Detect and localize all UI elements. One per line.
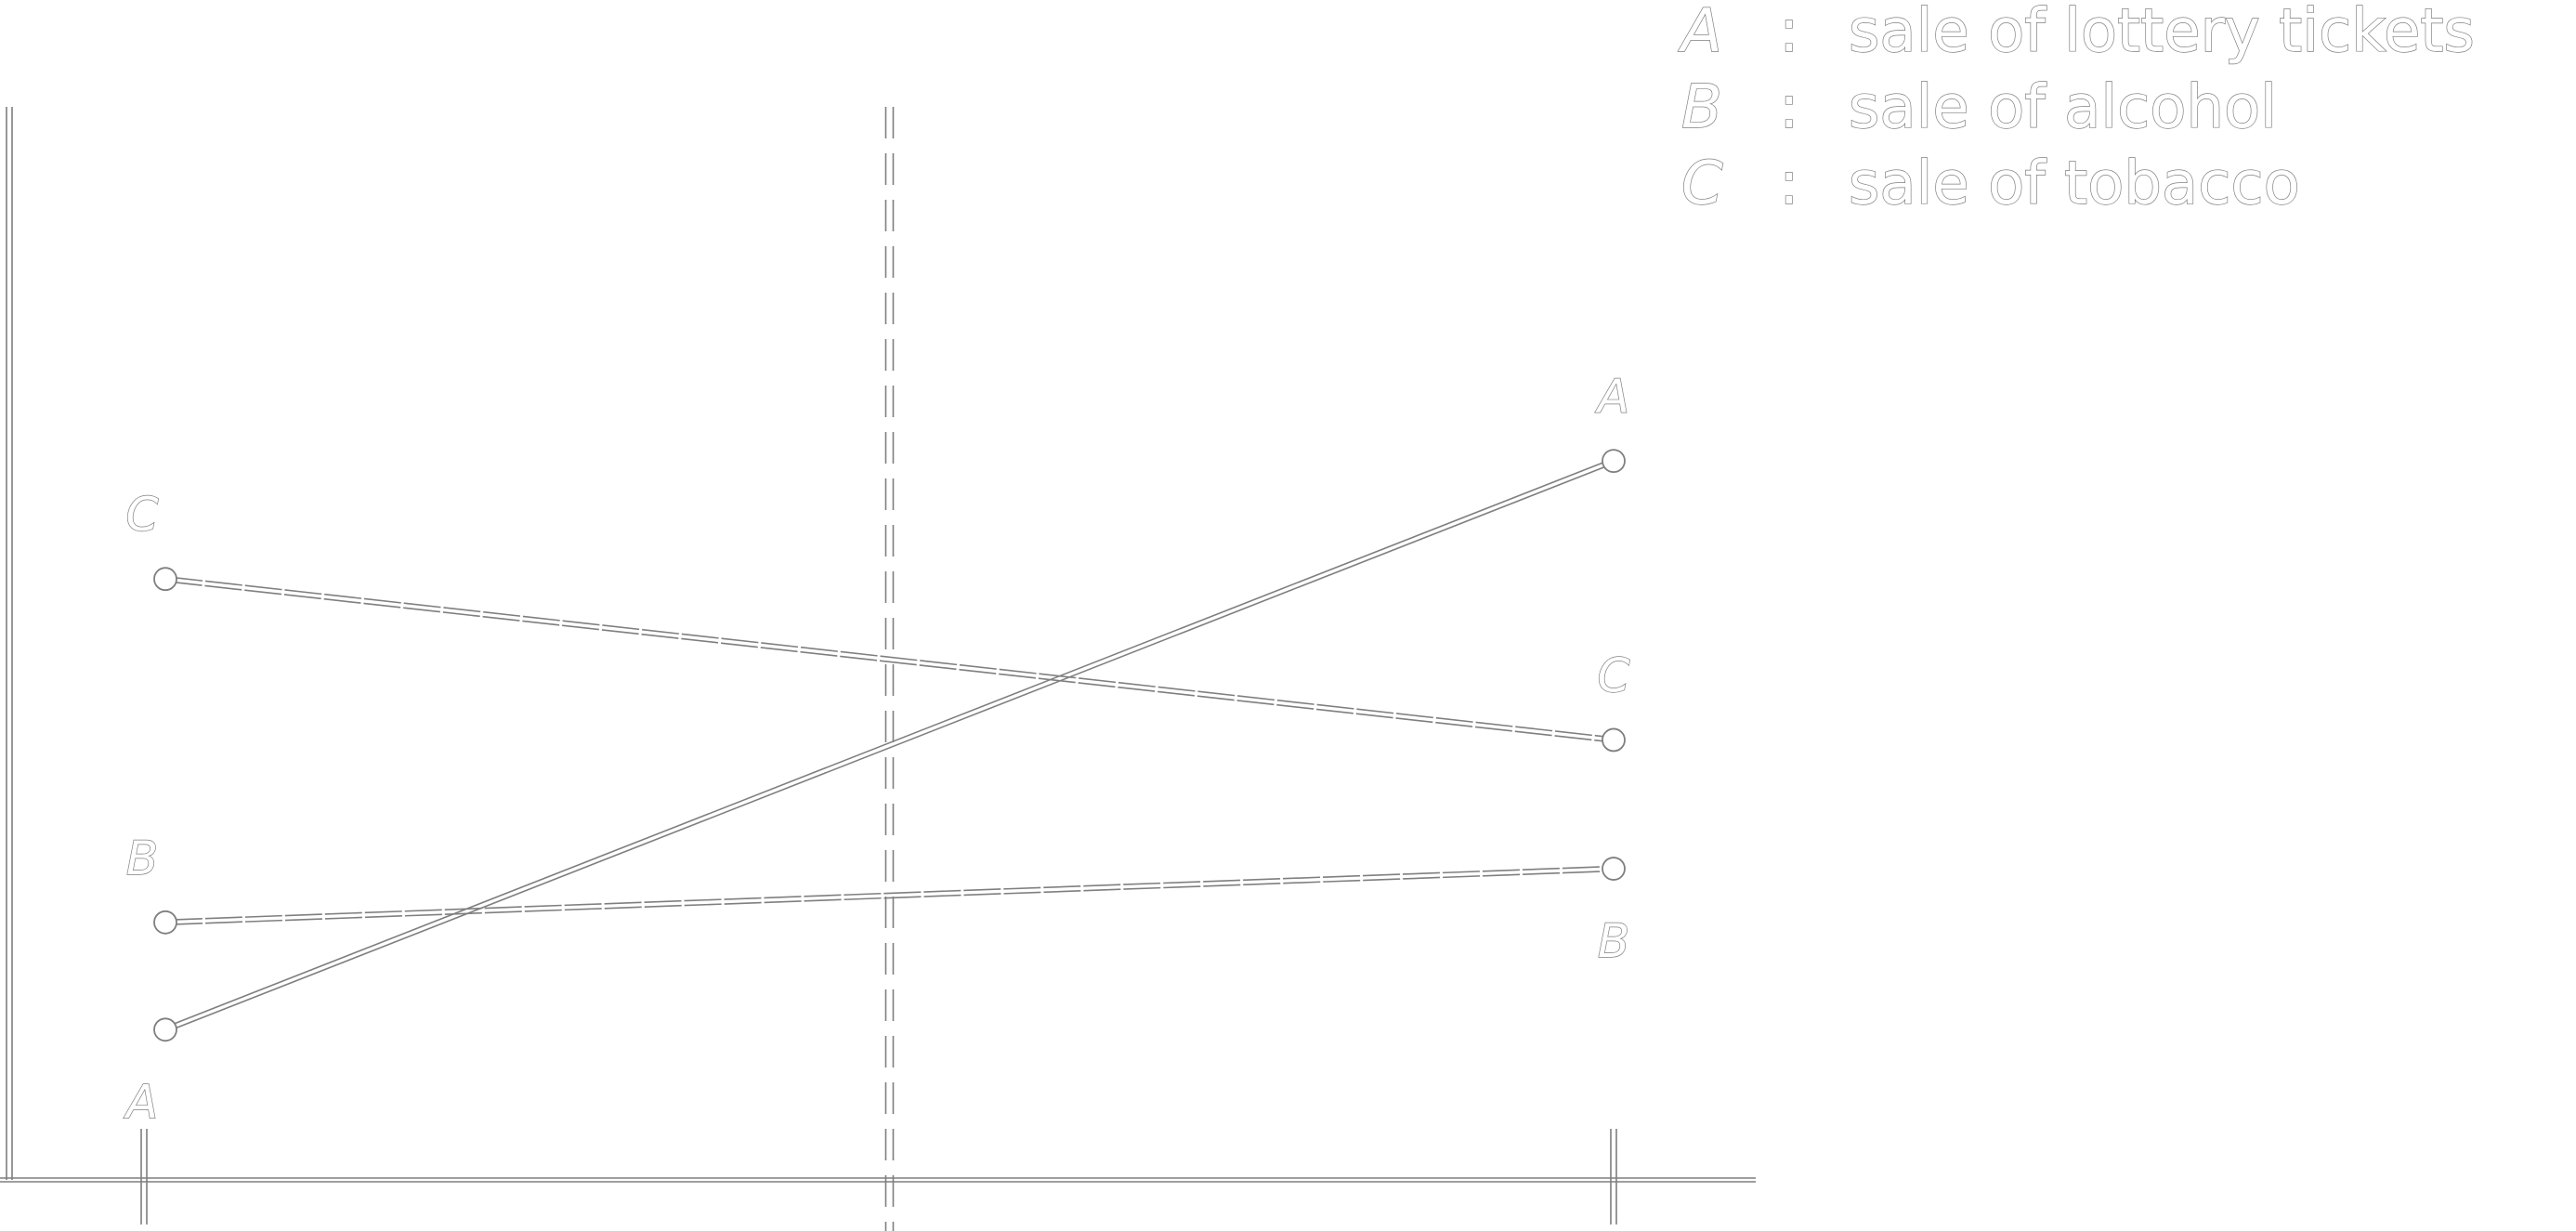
legend-label-c: sale of tobacco bbox=[1849, 150, 2300, 218]
legend-item-a: A: sale of lottery tickets bbox=[1677, 0, 2475, 67]
legend-separator-a: : bbox=[1779, 0, 1799, 66]
legend: A: sale of lottery tickets B: sale of alcoh… bbox=[1677, 0, 2475, 219]
series-c-line bbox=[164, 575, 1615, 743]
series-c-line-edge-1 bbox=[164, 580, 1614, 743]
x-tick-2 bbox=[1610, 1129, 1617, 1224]
x-tick-1 bbox=[140, 1129, 148, 1224]
series-c-line-edge-2 bbox=[165, 575, 1615, 739]
series-a-line bbox=[163, 458, 1615, 1033]
series-b-line-edge-2 bbox=[164, 865, 1614, 922]
legend-key-a: A bbox=[1678, 0, 1722, 66]
series-c-label-end: C bbox=[1598, 648, 1630, 702]
series-a-point-1 bbox=[153, 1017, 177, 1042]
legend-item-b: B: sale of alcohol bbox=[1680, 72, 2277, 142]
series-b-point-1 bbox=[153, 910, 177, 935]
legend-key-c: C bbox=[1681, 150, 1723, 218]
series-a-point-2 bbox=[1602, 449, 1626, 474]
series-b-line bbox=[164, 865, 1615, 926]
series-a-line-edge-1 bbox=[165, 462, 1615, 1033]
series-b-label-start: B bbox=[126, 832, 158, 885]
series-a-label-end: A bbox=[1595, 370, 1629, 424]
series-a-line-edge-2 bbox=[163, 458, 1614, 1028]
series-b-point-2 bbox=[1602, 857, 1626, 881]
legend-separator-b: : bbox=[1779, 73, 1799, 142]
series-layer bbox=[153, 449, 1626, 1042]
point-labels: A A B B C C bbox=[123, 369, 1630, 1130]
legend-label-b: sale of alcohol bbox=[1849, 73, 2277, 142]
legend-item-c: C: sale of tobacco bbox=[1680, 149, 2300, 218]
series-b-label-end: B bbox=[1598, 914, 1629, 968]
vertical-reference-line bbox=[884, 107, 895, 1231]
legend-separator-c: : bbox=[1779, 150, 1799, 218]
y-axis-line bbox=[6, 107, 13, 1180]
series-c-point-2 bbox=[1602, 727, 1626, 753]
legend-label-a: sale of lottery tickets bbox=[1849, 0, 2475, 66]
series-c-label-start: C bbox=[126, 488, 159, 542]
axes bbox=[0, 107, 1756, 1231]
series-c-point-1 bbox=[153, 567, 177, 592]
legend-key-b: B bbox=[1681, 73, 1722, 142]
series-a bbox=[153, 449, 1626, 1042]
series-c bbox=[153, 567, 1626, 753]
series-a-label-start: A bbox=[124, 1075, 158, 1129]
series-b-line-edge-1 bbox=[165, 870, 1615, 926]
x-axis-line bbox=[0, 1177, 1756, 1183]
series-b bbox=[153, 857, 1626, 935]
